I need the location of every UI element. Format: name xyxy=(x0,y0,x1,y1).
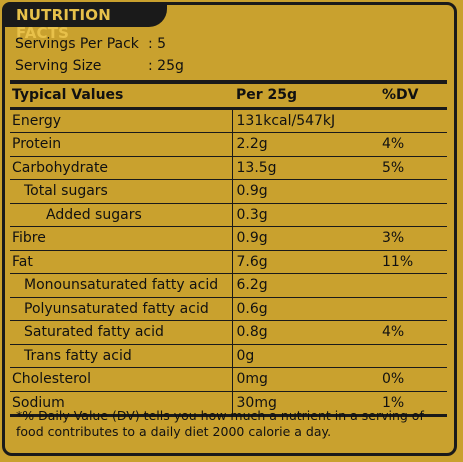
nutrient-name: Carbohydrate xyxy=(10,156,232,180)
serving-size-label: Serving Size xyxy=(15,58,102,74)
nutrient-amount: 0.8g xyxy=(231,320,382,345)
nutrient-amount: 0g xyxy=(231,344,382,368)
nutrient-name: Protein xyxy=(10,132,232,157)
nutrient-name: Cholesterol xyxy=(10,367,232,392)
nutrient-dv xyxy=(382,344,447,368)
page-title: NUTRITION FACTS xyxy=(16,6,112,42)
daily-value-footnote: *% Daily Value (DV) tells you how much a… xyxy=(16,408,424,439)
nutrient-name: Saturated fatty acid xyxy=(10,320,232,345)
table-row: Added sugars 0.3g xyxy=(10,203,447,227)
column-header-typical-values: Typical Values xyxy=(10,84,232,110)
nutrient-amount: 0.9g xyxy=(231,179,382,204)
heavy-divider xyxy=(10,80,447,84)
nutrient-dv xyxy=(382,273,447,298)
column-header-per-serving: Per 25g xyxy=(232,84,382,110)
nutrient-amount: 2.2g xyxy=(231,132,382,157)
table-row: Cholesterol 0mg 0% xyxy=(10,367,447,392)
column-header-dv: %DV xyxy=(382,84,447,110)
table-row: Monounsaturated fatty acid 6.2g xyxy=(10,273,447,298)
table-row: Trans fatty acid 0g xyxy=(10,344,447,368)
nutrition-table: Typical Values Per 25g %DV Energy 131kca… xyxy=(10,84,447,417)
table-row: Carbohydrate 13.5g 5% xyxy=(10,156,447,180)
nutrient-dv xyxy=(382,179,447,204)
nutrient-name: Fat xyxy=(10,250,232,274)
nutrient-name: Added sugars xyxy=(10,203,232,227)
table-row: Total sugars 0.9g xyxy=(10,179,447,204)
nutrient-name: Total sugars xyxy=(10,179,232,204)
nutrient-amount: 131kcal/547kJ xyxy=(231,108,382,133)
nutrient-dv xyxy=(382,203,447,227)
nutrient-dv xyxy=(382,108,447,133)
table-row: Fibre 0.9g 3% xyxy=(10,226,447,251)
nutrient-dv: 3% xyxy=(382,226,447,251)
nutrient-amount: 30mg xyxy=(231,391,382,417)
nutrient-amount: 0.3g xyxy=(231,203,382,227)
nutrient-amount: 0mg xyxy=(231,367,382,392)
table-row: Sodium 30mg 1% xyxy=(10,391,447,417)
nutrient-name: Fibre xyxy=(10,226,232,251)
table-row: Energy 131kcal/547kJ xyxy=(10,108,447,133)
nutrient-name: Monounsaturated fatty acid xyxy=(10,273,232,298)
servings-per-pack-label: Servings Per Pack xyxy=(15,36,139,52)
table-row: Polyunsaturated fatty acid 0.6g xyxy=(10,297,447,321)
nutrient-name: Trans fatty acid xyxy=(10,344,232,368)
nutrient-amount: 13.5g xyxy=(231,156,382,180)
table-row: Fat 7.6g 11% xyxy=(10,250,447,274)
nutrient-dv: 5% xyxy=(382,156,447,180)
nutrient-dv: 11% xyxy=(382,250,447,274)
nutrient-name: Sodium xyxy=(10,391,232,417)
nutrient-amount: 6.2g xyxy=(231,273,382,298)
nutrient-amount: 0.6g xyxy=(231,297,382,321)
nutrient-name: Polyunsaturated fatty acid xyxy=(10,297,232,321)
serving-size-value: : 25g xyxy=(148,58,184,74)
nutrient-dv: 0% xyxy=(382,367,447,392)
nutrient-dv: 4% xyxy=(382,132,447,157)
nutrient-amount: 0.9g xyxy=(231,226,382,251)
table-row: Saturated fatty acid 0.8g 4% xyxy=(10,320,447,345)
nutrition-panel xyxy=(2,2,457,456)
servings-per-pack-value: : 5 xyxy=(148,36,167,52)
nutrient-name: Energy xyxy=(10,108,232,133)
nutrient-dv: 1% xyxy=(382,391,447,417)
nutrient-dv: 4% xyxy=(382,320,447,345)
nutrient-dv xyxy=(382,297,447,321)
table-header-row: Typical Values Per 25g %DV xyxy=(10,84,447,110)
table-row: Protein 2.2g 4% xyxy=(10,132,447,157)
title-tab: NUTRITION FACTS xyxy=(2,2,167,42)
nutrient-amount: 7.6g xyxy=(231,250,382,274)
